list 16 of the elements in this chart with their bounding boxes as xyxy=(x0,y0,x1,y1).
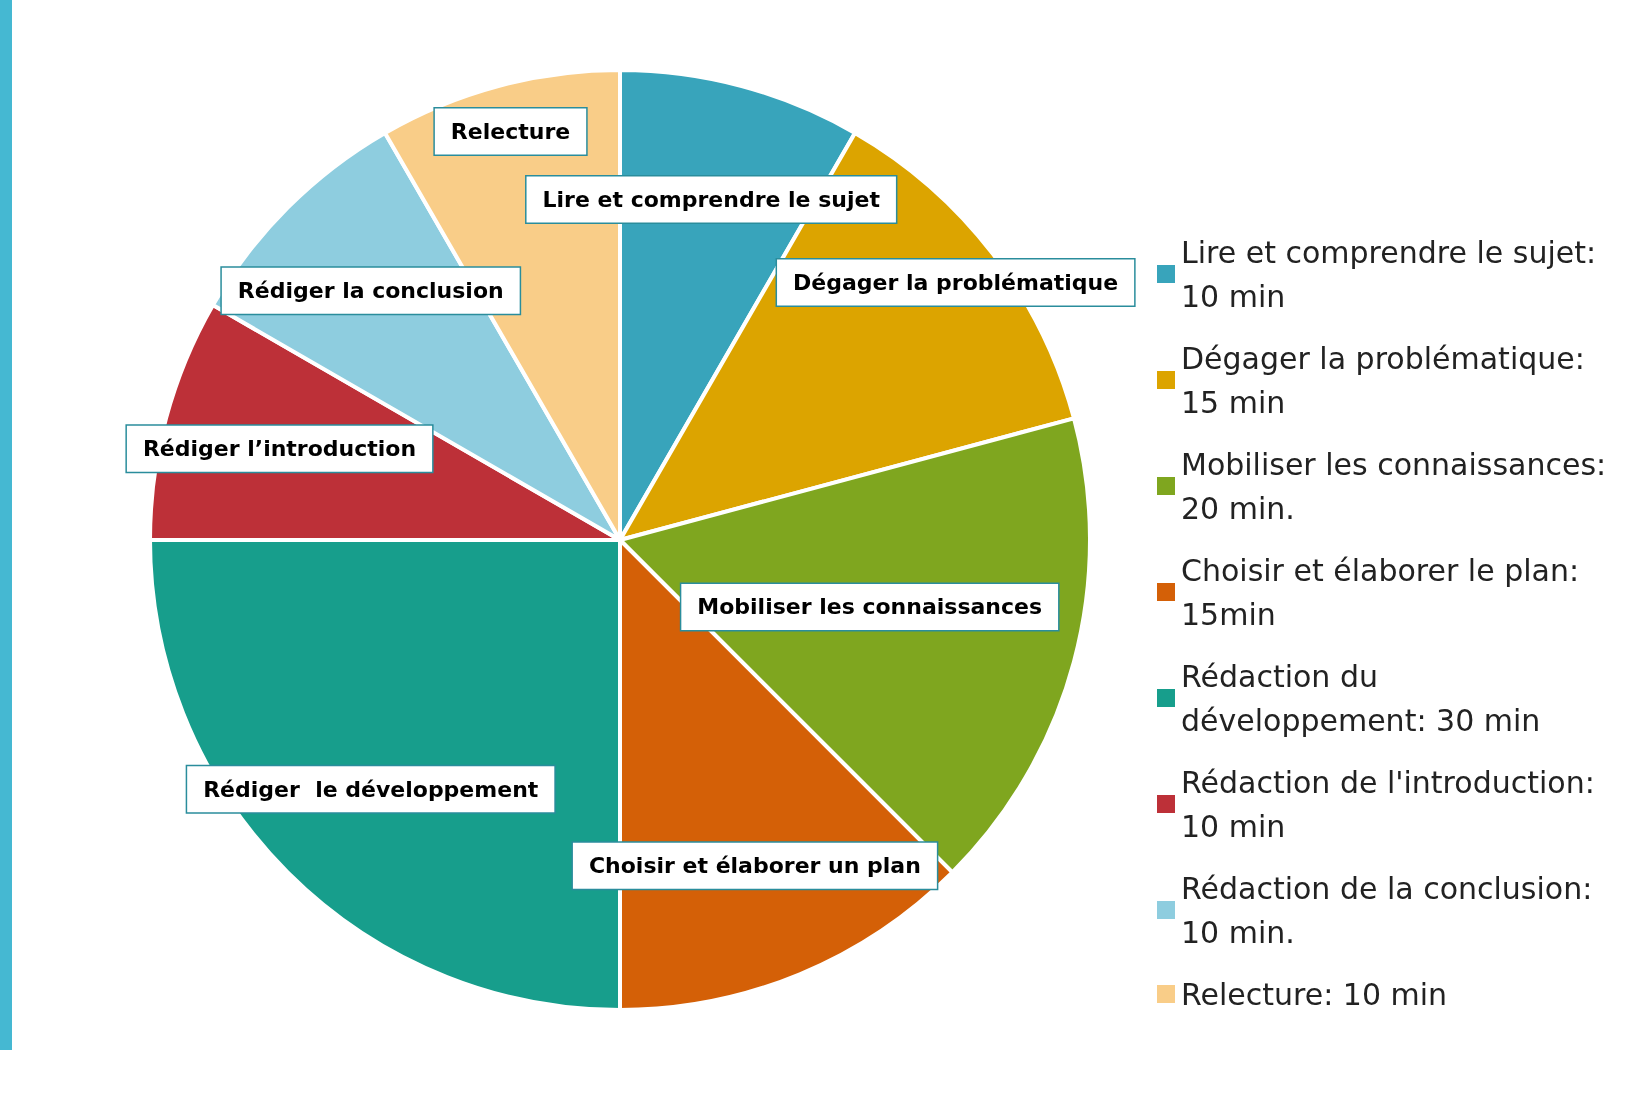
data-label: Lire et comprendre le sujet xyxy=(542,187,881,213)
legend-label: Mobiliser les connaissances: 20 min. xyxy=(1181,446,1616,526)
legend-label: Rédaction du développement: 30 min xyxy=(1181,658,1541,738)
data-label: Dégager la problématique xyxy=(793,269,1119,295)
legend-label: Relecture: 10 min xyxy=(1181,976,1448,1012)
legend-label: Dégager la problématique: 15 min xyxy=(1181,340,1595,420)
data-label: Rédiger l’introduction xyxy=(142,436,417,462)
data-label: Rédiger le développement xyxy=(203,776,539,802)
legend-label: Rédaction de l'introduction: 10 min xyxy=(1181,764,1605,844)
legend-label: Lire et comprendre le sujet: 10 min xyxy=(1181,234,1606,314)
legend-label: Rédaction de la conclusion: 10 min. xyxy=(1181,870,1602,950)
data-label: Mobiliser les connaissances xyxy=(697,594,1043,620)
data-label: Relecture xyxy=(450,118,571,144)
data-label: Rédiger la conclusion xyxy=(237,278,504,304)
data-label: Choisir et élaborer un plan xyxy=(588,853,921,879)
legend-label: Choisir et élaborer le plan: 15min xyxy=(1181,552,1589,632)
